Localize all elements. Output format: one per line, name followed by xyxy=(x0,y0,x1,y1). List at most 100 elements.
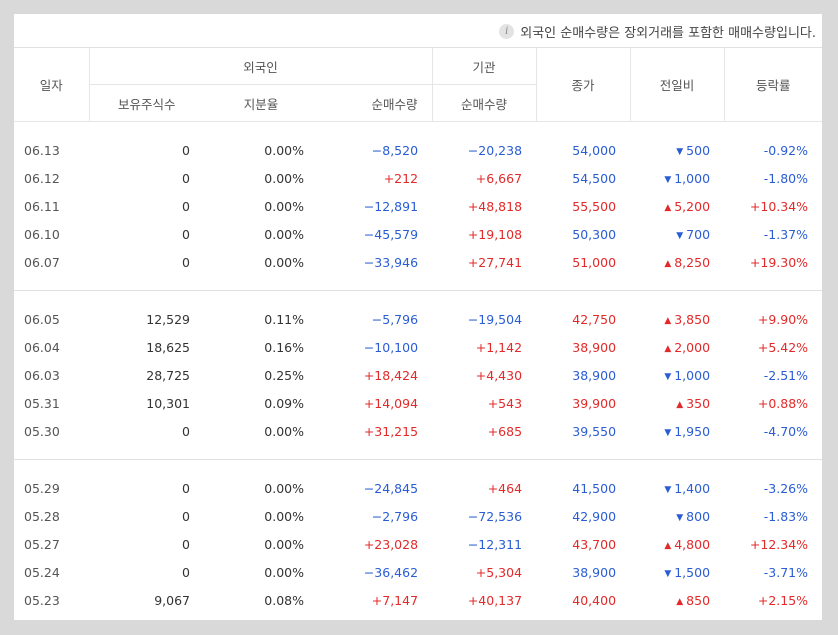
rate-value: -0.92% xyxy=(763,142,809,158)
holdings-value: 0 xyxy=(182,508,190,524)
foreign-net-value: −12,891 xyxy=(363,198,419,214)
close-price-cell: 43,700 xyxy=(536,530,630,558)
change-value: 3,850 xyxy=(674,311,711,327)
table-row: 06.04 18,625 0.16% −10,100 +1,142 38,900 ▲ 2,00… xyxy=(14,333,822,361)
close-price-value: 38,900 xyxy=(572,564,617,580)
group-spacer xyxy=(14,614,822,628)
info-icon[interactable]: i xyxy=(499,23,515,39)
foreign-net-value: +7,147 xyxy=(371,592,419,608)
holdings-cell: 0 xyxy=(89,530,204,558)
change-cell: ▲ 350 xyxy=(630,389,724,417)
table-row: 05.27 0 0.00% +23,028 −12,311 43,700 ▲ 4,800 +12… xyxy=(14,530,822,558)
triangle-up-icon: ▲ xyxy=(676,596,684,607)
rate-cell: -4.70% xyxy=(724,417,822,445)
foreign-net-value: −36,462 xyxy=(363,564,419,580)
change-cell: ▼ 1,950 xyxy=(630,417,724,445)
date-value: 06.05 xyxy=(24,311,60,327)
header-institution-group: 기관 xyxy=(431,47,537,85)
foreign-net-value: +212 xyxy=(383,170,419,186)
investor-trading-panel: i 외국인 순매수량은 장외거래를 포함한 매매수량입니다. 일자 외국인 기관… xyxy=(14,14,823,620)
date-value: 06.07 xyxy=(24,254,60,270)
rate-value: -2.51% xyxy=(763,367,809,383)
share-ratio-value: 0.09% xyxy=(264,395,304,411)
close-price-value: 42,900 xyxy=(572,508,617,524)
change-value: 5,200 xyxy=(674,198,711,214)
foreign-net-cell: −5,796 xyxy=(318,305,432,333)
close-price-value: 38,900 xyxy=(572,367,617,383)
rate-value: -1.37% xyxy=(763,226,809,242)
holdings-value: 0 xyxy=(182,564,190,580)
holdings-cell: 0 xyxy=(89,164,204,192)
foreign-net-value: −10,100 xyxy=(363,339,419,355)
rate-value: +0.88% xyxy=(757,395,809,411)
share-ratio-cell: 0.00% xyxy=(204,192,318,220)
table-row: 06.12 0 0.00% +212 +6,667 54,500 ▼ 1,000 -1.80% xyxy=(14,164,822,192)
close-price-cell: 38,900 xyxy=(536,558,630,586)
date-value: 05.29 xyxy=(24,480,60,496)
change-cell: ▲ 2,000 xyxy=(630,333,724,361)
share-ratio-value: 0.00% xyxy=(264,423,304,439)
close-price-value: 43,700 xyxy=(572,536,617,552)
table-row: 06.10 0 0.00% −45,579 +19,108 50,300 ▼ 700 -1.37… xyxy=(14,220,822,248)
rate-cell: -3.71% xyxy=(724,558,822,586)
triangle-down-icon: ▼ xyxy=(664,427,672,438)
share-ratio-value: 0.00% xyxy=(264,226,304,242)
change-value: 350 xyxy=(686,395,711,411)
share-ratio-cell: 0.00% xyxy=(204,220,318,248)
change-cell: ▼ 800 xyxy=(630,502,724,530)
foreign-net-value: +14,094 xyxy=(363,395,419,411)
change-cell: ▼ 1,000 xyxy=(630,164,724,192)
foreign-net-cell: −24,845 xyxy=(318,474,432,502)
share-ratio-value: 0.00% xyxy=(264,508,304,524)
foreign-net-cell: −36,462 xyxy=(318,558,432,586)
holdings-cell: 0 xyxy=(89,248,204,276)
foreign-net-cell: −45,579 xyxy=(318,220,432,248)
group-spacer xyxy=(14,291,822,305)
header-date: 일자 xyxy=(14,47,89,122)
notice: i 외국인 순매수량은 장외거래를 포함한 매매수량입니다. xyxy=(499,18,816,44)
date-cell: 06.13 xyxy=(14,136,89,164)
header-holdings: 보유주식수 xyxy=(88,84,204,122)
rate-cell: +10.34% xyxy=(724,192,822,220)
foreign-net-cell: +7,147 xyxy=(318,586,432,614)
change-value: 2,000 xyxy=(674,339,711,355)
rate-value: -1.83% xyxy=(763,508,809,524)
close-price-cell: 55,500 xyxy=(536,192,630,220)
holdings-value: 12,529 xyxy=(146,311,190,327)
inst-net-value: +1,142 xyxy=(475,339,523,355)
close-price-cell: 38,900 xyxy=(536,333,630,361)
holdings-value: 0 xyxy=(182,226,190,242)
triangle-up-icon: ▲ xyxy=(664,202,672,213)
holdings-value: 0 xyxy=(182,254,190,270)
change-cell: ▼ 1,400 xyxy=(630,474,724,502)
change-cell: ▼ 700 xyxy=(630,220,724,248)
share-ratio-value: 0.00% xyxy=(264,536,304,552)
share-ratio-cell: 0.00% xyxy=(204,558,318,586)
inst-net-cell: +19,108 xyxy=(432,220,536,248)
change-value: 1,950 xyxy=(674,423,711,439)
share-ratio-cell: 0.25% xyxy=(204,361,318,389)
foreign-net-cell: −2,796 xyxy=(318,502,432,530)
inst-net-cell: +6,667 xyxy=(432,164,536,192)
group-spacer xyxy=(14,122,822,137)
rate-cell: -2.51% xyxy=(724,361,822,389)
close-price-cell: 50,300 xyxy=(536,220,630,248)
date-cell: 06.10 xyxy=(14,220,89,248)
change-value: 8,250 xyxy=(674,254,711,270)
date-value: 05.30 xyxy=(24,423,60,439)
rate-value: +9.90% xyxy=(757,311,809,327)
share-ratio-cell: 0.00% xyxy=(204,164,318,192)
holdings-cell: 0 xyxy=(89,502,204,530)
date-value: 06.04 xyxy=(24,339,60,355)
table-body: 06.13 0 0.00% −8,520 −20,238 54,000 ▼ 500 -0.92%… xyxy=(14,122,823,629)
date-cell: 06.03 xyxy=(14,361,89,389)
holdings-cell: 0 xyxy=(89,417,204,445)
header-share-ratio: 지분율 xyxy=(204,84,318,122)
triangle-down-icon: ▼ xyxy=(664,484,672,495)
change-value: 1,000 xyxy=(674,367,711,383)
holdings-cell: 0 xyxy=(89,136,204,164)
foreign-net-value: −5,796 xyxy=(371,311,419,327)
foreign-net-cell: +14,094 xyxy=(318,389,432,417)
table-row: 06.13 0 0.00% −8,520 −20,238 54,000 ▼ 500 -0.92% xyxy=(14,136,822,164)
rate-value: +19.30% xyxy=(749,254,809,270)
